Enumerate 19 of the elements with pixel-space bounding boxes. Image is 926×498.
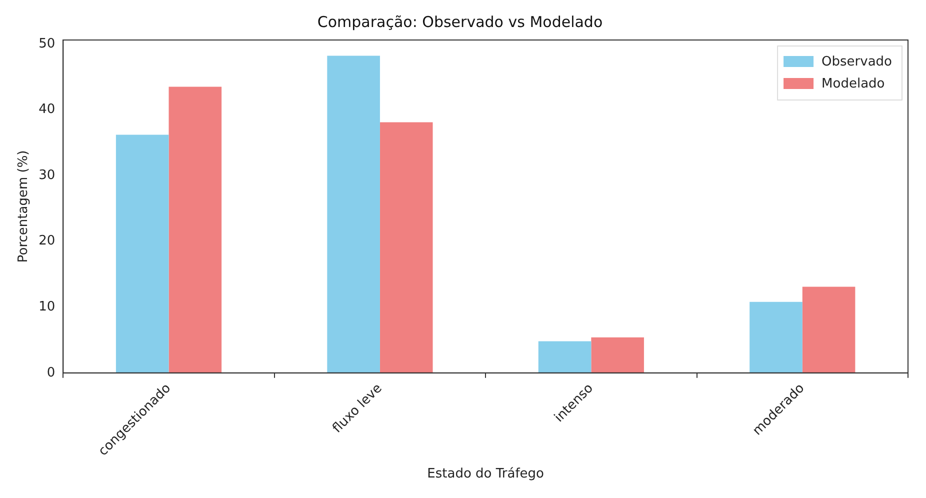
y-tick-label: 50	[38, 36, 56, 52]
x-axis-title: Estado do Tráfego	[427, 466, 544, 482]
bar	[380, 122, 433, 373]
legend-label: Observado	[822, 54, 892, 70]
bar	[591, 337, 644, 373]
y-tick-label: 40	[38, 102, 56, 118]
bar	[327, 56, 380, 373]
bar	[116, 134, 169, 373]
bar	[750, 302, 802, 373]
y-tick-label: 20	[38, 234, 56, 249]
y-tick-label: 10	[38, 299, 56, 314]
legend-label: Modelado	[822, 76, 885, 92]
bar	[168, 86, 222, 373]
chart-title: Comparação: Observado vs Modelado	[317, 12, 603, 31]
y-tick-label: 30	[38, 168, 56, 183]
y-axis-title: Porcentagem (%)	[16, 150, 32, 263]
y-tick-label: 0	[46, 365, 56, 380]
bar	[538, 341, 592, 373]
bar	[802, 286, 856, 373]
